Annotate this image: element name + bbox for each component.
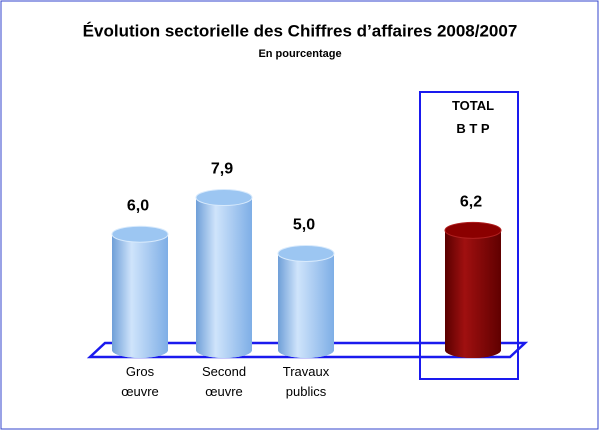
total-label: TOTAL B T P (451, 98, 495, 136)
total-box (419, 91, 519, 380)
x-tick-label: Second œuvre (201, 364, 247, 399)
value-label: 6,0 (127, 197, 149, 214)
bar (277, 245, 335, 358)
x-tick-label: Gros œuvre (121, 364, 159, 399)
bar-top (444, 221, 502, 239)
bar-body-cover (196, 197, 252, 350)
bar-top (277, 245, 335, 262)
value-label: 7,9 (211, 161, 233, 178)
bar-body-cover (445, 230, 501, 350)
bar (195, 189, 253, 358)
floor (86, 341, 529, 359)
value-label: 5,0 (293, 217, 315, 234)
x-tick-label: Travaux publics (282, 364, 330, 399)
bar (444, 221, 502, 358)
bar-body-cover (112, 234, 168, 350)
chart-subtitle: En pourcentage (258, 48, 341, 60)
chart-title: Évolution sectorielle des Chiffres d’aff… (83, 21, 518, 40)
value-label: 6,2 (460, 194, 482, 211)
bar-top (111, 225, 169, 243)
bar (111, 225, 169, 358)
bar-body-cover (278, 253, 334, 350)
bar-top (195, 189, 253, 207)
